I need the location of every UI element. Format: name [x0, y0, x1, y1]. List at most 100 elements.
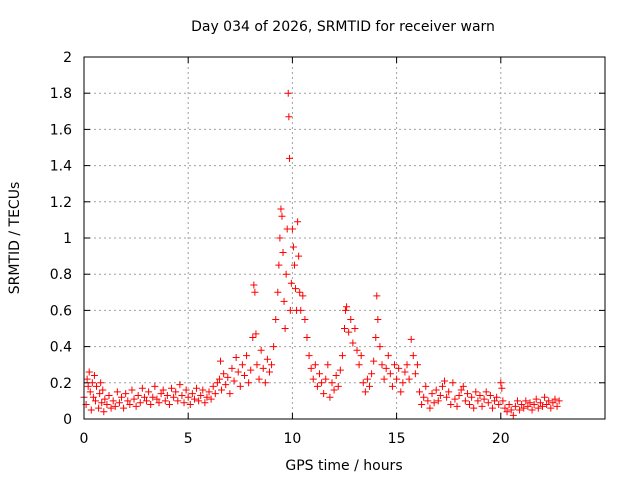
- data-point: [245, 379, 253, 387]
- data-point: [288, 225, 296, 233]
- data-point: [311, 361, 319, 369]
- data-point: [361, 388, 369, 396]
- y-tick-label: 0.8: [50, 267, 72, 283]
- data-point: [549, 399, 557, 407]
- data-point: [555, 397, 563, 405]
- y-tick-label: 2: [63, 50, 72, 66]
- plot-frame: [83, 56, 606, 420]
- data-point: [250, 281, 258, 289]
- data-point: [240, 372, 248, 380]
- data-point: [349, 339, 357, 347]
- data-point: [279, 248, 287, 256]
- data-point: [268, 361, 276, 369]
- data-point: [407, 335, 415, 343]
- data-point: [280, 297, 288, 305]
- data-point: [484, 399, 492, 407]
- data-point: [222, 381, 230, 389]
- data-point: [393, 375, 401, 383]
- data-point: [178, 391, 186, 399]
- data-point: [336, 366, 344, 374]
- data-point: [373, 292, 381, 300]
- data-point: [295, 252, 303, 260]
- data-point: [285, 113, 293, 121]
- y-tick-label: 0.6: [50, 303, 72, 319]
- data-point: [545, 397, 553, 405]
- data-point: [353, 346, 361, 354]
- data-point: [118, 393, 126, 401]
- data-point: [491, 397, 499, 405]
- data-point: [338, 352, 346, 360]
- data-point: [416, 388, 424, 396]
- data-point: [161, 397, 169, 405]
- data-point: [153, 395, 161, 403]
- y-tick-label: 0: [63, 412, 72, 428]
- data-point: [411, 370, 419, 378]
- data-point: [103, 401, 111, 409]
- y-tick-label: 0.2: [50, 376, 72, 392]
- data-point: [274, 288, 282, 296]
- data-point: [326, 393, 334, 401]
- data-point: [363, 375, 371, 383]
- data-point: [430, 399, 438, 407]
- data-point: [251, 288, 259, 296]
- data-point: [541, 393, 549, 401]
- data-point: [132, 402, 140, 410]
- data-point: [193, 384, 201, 392]
- data-point: [497, 379, 505, 387]
- data-point: [305, 352, 313, 360]
- data-point: [120, 404, 128, 412]
- y-tick-label: 1.6: [50, 122, 72, 138]
- data-point: [486, 391, 494, 399]
- chart-title: Day 034 of 2026, SRMTID for receiver war…: [191, 19, 495, 35]
- data-point: [524, 402, 532, 410]
- data-point: [526, 399, 534, 407]
- data-point: [397, 388, 405, 396]
- data-point: [285, 154, 293, 162]
- data-point: [165, 401, 173, 409]
- data-point: [374, 315, 382, 323]
- data-point: [95, 404, 103, 412]
- data-point: [436, 391, 444, 399]
- data-point: [347, 315, 355, 323]
- data-point: [320, 390, 328, 398]
- data-point: [413, 361, 421, 369]
- data-point: [277, 205, 285, 213]
- data-point: [261, 379, 269, 387]
- data-point: [186, 401, 194, 409]
- data-point: [224, 373, 232, 381]
- data-point: [126, 401, 134, 409]
- x-tick-label: 15: [388, 431, 406, 447]
- data-point: [105, 391, 113, 399]
- data-point: [226, 390, 234, 398]
- data-point: [195, 397, 203, 405]
- data-point: [441, 377, 449, 385]
- data-point: [343, 303, 351, 311]
- data-point: [211, 390, 219, 398]
- data-point: [138, 384, 146, 392]
- data-point: [351, 325, 359, 332]
- axes: 00.20.40.60.811.21.41.61.820 5 10 15 20: [50, 50, 605, 447]
- data-point: [89, 393, 97, 401]
- data-point: [170, 393, 178, 401]
- data-point: [284, 89, 292, 97]
- data-point: [290, 261, 298, 269]
- data-point: [309, 375, 317, 383]
- data-point: [455, 391, 463, 399]
- data-point: [159, 386, 167, 394]
- data-point: [128, 386, 136, 394]
- data-point: [270, 343, 278, 351]
- data-point: [384, 352, 392, 360]
- x-tick-label: 10: [283, 431, 301, 447]
- data-point: [520, 404, 528, 412]
- data-point: [297, 306, 305, 314]
- data-point: [341, 325, 348, 332]
- data-point: [468, 393, 476, 401]
- data-point: [111, 402, 119, 410]
- data-point: [553, 402, 561, 410]
- data-point: [124, 397, 132, 405]
- data-point: [99, 386, 107, 394]
- data-point: [332, 372, 340, 380]
- data-point: [93, 382, 101, 390]
- data-point: [83, 375, 91, 383]
- data-point: [289, 243, 297, 251]
